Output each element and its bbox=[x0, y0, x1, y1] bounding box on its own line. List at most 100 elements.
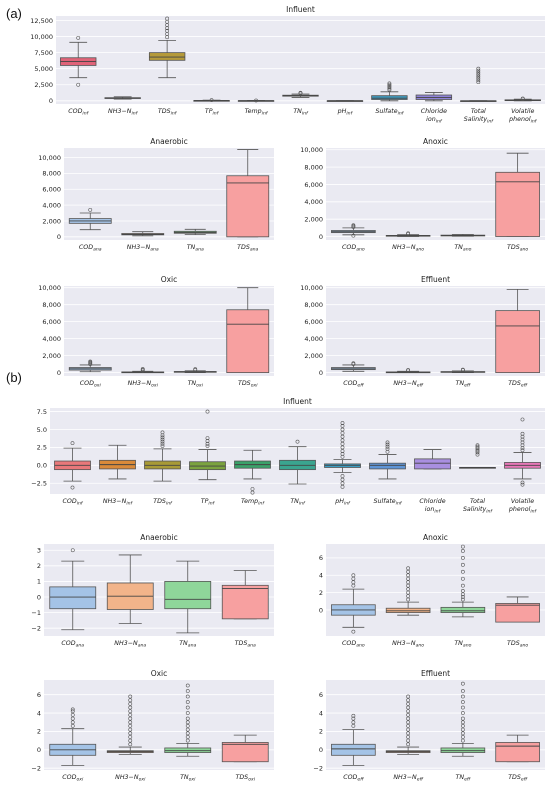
outlier-point bbox=[520, 440, 525, 445]
a_influent-xtick-6: pHinf bbox=[337, 108, 354, 117]
a_influent-xtick-0: CODinf bbox=[68, 108, 89, 117]
box-iqr bbox=[221, 584, 269, 620]
outlier-point bbox=[476, 78, 481, 83]
outlier-point bbox=[70, 724, 75, 728]
outlier-point bbox=[185, 694, 190, 699]
outlier-point bbox=[385, 446, 390, 451]
b_oxic-xtick-3: TDSoxi bbox=[235, 774, 255, 783]
outlier-point bbox=[70, 709, 75, 714]
outlier-point bbox=[406, 231, 411, 236]
a_anoxic-xtick-2: TNano bbox=[454, 244, 471, 253]
b_influent-box-5 bbox=[279, 439, 316, 485]
b_anaerobic-box-1 bbox=[106, 554, 154, 624]
outlier-point bbox=[351, 233, 356, 238]
a_anoxic-panel: 0 2,000 4,000 6,000 8,000 10,000 Anoxic CODano N… bbox=[300, 137, 545, 253]
outlier-point bbox=[476, 80, 481, 85]
outlier-point bbox=[185, 738, 190, 743]
outlier-point bbox=[385, 442, 390, 447]
outlier-point bbox=[340, 484, 345, 489]
b_influent-xtick-1: NH3−Ninf bbox=[103, 498, 134, 507]
outlier-point bbox=[520, 437, 525, 442]
a_influent-box-8 bbox=[415, 92, 453, 102]
a_oxic-ytick: 0 bbox=[57, 369, 61, 377]
outlier-point bbox=[475, 447, 480, 452]
outlier-point bbox=[128, 727, 133, 732]
a_anoxic-xtick-1: NH3−Nano bbox=[392, 244, 424, 253]
outlier-point bbox=[128, 716, 133, 721]
outlier-point bbox=[406, 716, 411, 721]
b_anoxic-panel: 0 2 4 6 Anoxic CODano NH3−Nano TNano TDSano bbox=[319, 533, 545, 649]
b_influent-box-6 bbox=[324, 421, 361, 489]
outlier-point bbox=[475, 452, 480, 457]
outlier-point bbox=[70, 441, 75, 446]
b_influent-xtick-7: Sulfateinf bbox=[374, 497, 403, 507]
b_oxic-box-1 bbox=[106, 694, 154, 755]
b_anoxic-xtick-1: NH3−Nano bbox=[392, 640, 424, 649]
outlier-point bbox=[340, 477, 345, 482]
box-iqr bbox=[440, 606, 486, 613]
outlier-point bbox=[476, 76, 481, 81]
b_anoxic-box-2 bbox=[440, 544, 486, 618]
outlier-point bbox=[406, 738, 411, 743]
outlier-point bbox=[295, 439, 300, 444]
outlier-point bbox=[128, 705, 133, 710]
outlier-point bbox=[128, 712, 133, 717]
a_effluent-xtick-2: TNeff bbox=[456, 380, 471, 389]
outlier-point bbox=[460, 555, 465, 560]
b_anaerobic-ytick: −1 bbox=[31, 609, 41, 617]
outlier-point bbox=[351, 716, 356, 721]
b_anoxic-title: Anoxic bbox=[423, 533, 448, 542]
b_oxic-ytick: −2 bbox=[31, 764, 41, 772]
outlier-point bbox=[460, 583, 465, 588]
outlier-point bbox=[475, 449, 480, 453]
b_effluent-ytick: 2 bbox=[319, 728, 323, 736]
outlier-point bbox=[460, 597, 465, 602]
box-iqr bbox=[369, 462, 406, 470]
a_influent-box-5 bbox=[282, 90, 319, 98]
outlier-point bbox=[476, 72, 481, 77]
b_influent-box-8 bbox=[414, 449, 451, 470]
a_influent-xtick-9-line1: Total bbox=[471, 107, 486, 115]
outlier-point bbox=[205, 436, 210, 441]
a_anaerobic-ytick: 10,000 bbox=[38, 154, 61, 162]
outlier-point bbox=[185, 735, 190, 739]
b_anoxic-ytick: 2 bbox=[319, 589, 323, 597]
a_oxic-ytick: 2,000 bbox=[42, 352, 61, 360]
b_influent-xtick-9: Salinityinf bbox=[463, 505, 493, 515]
b_influent-box-0 bbox=[54, 441, 91, 490]
outlier-point bbox=[340, 434, 345, 439]
outlier-point bbox=[460, 544, 465, 549]
outlier-point bbox=[160, 433, 165, 438]
b_effluent-ytick: 6 bbox=[319, 691, 323, 699]
box-iqr bbox=[164, 747, 212, 753]
outlier-point bbox=[387, 85, 392, 90]
outlier-point bbox=[351, 573, 356, 578]
b_influent-box-3 bbox=[189, 409, 226, 481]
outlier-point bbox=[520, 480, 525, 485]
outlier-point bbox=[70, 707, 75, 712]
b_influent-ytick: 5.0 bbox=[37, 426, 47, 434]
b_anoxic-xtick-2: TNano bbox=[454, 640, 471, 649]
outlier-point bbox=[460, 588, 465, 593]
outlier-point bbox=[185, 700, 190, 704]
box-iqr bbox=[414, 458, 451, 470]
a_effluent-xtick-3: TDSeff bbox=[508, 380, 528, 389]
a_influent-box-6 bbox=[326, 100, 364, 102]
b_oxic-ytick: 2 bbox=[37, 728, 41, 736]
outlier-point bbox=[351, 724, 356, 728]
b_influent-xtick-4: Tempinf bbox=[241, 498, 265, 507]
a_anaerobic-box-0 bbox=[68, 207, 112, 231]
outlier-point bbox=[520, 434, 525, 439]
b_effluent-box-3 bbox=[495, 734, 540, 763]
a_anaerobic-ytick: 6,000 bbox=[42, 186, 61, 194]
b_anaerobic-box-2 bbox=[164, 560, 212, 634]
outlier-point bbox=[128, 694, 133, 699]
a_influent-ytick: 12,500 bbox=[30, 17, 53, 25]
a_influent-xtick-9: Salinityinf bbox=[464, 115, 494, 125]
a_influent-box-1 bbox=[104, 96, 141, 100]
outlier-point bbox=[340, 449, 345, 453]
outlier-point bbox=[340, 431, 345, 435]
outlier-point bbox=[476, 74, 481, 79]
outlier-point bbox=[185, 716, 190, 721]
outlier-point bbox=[185, 727, 190, 732]
